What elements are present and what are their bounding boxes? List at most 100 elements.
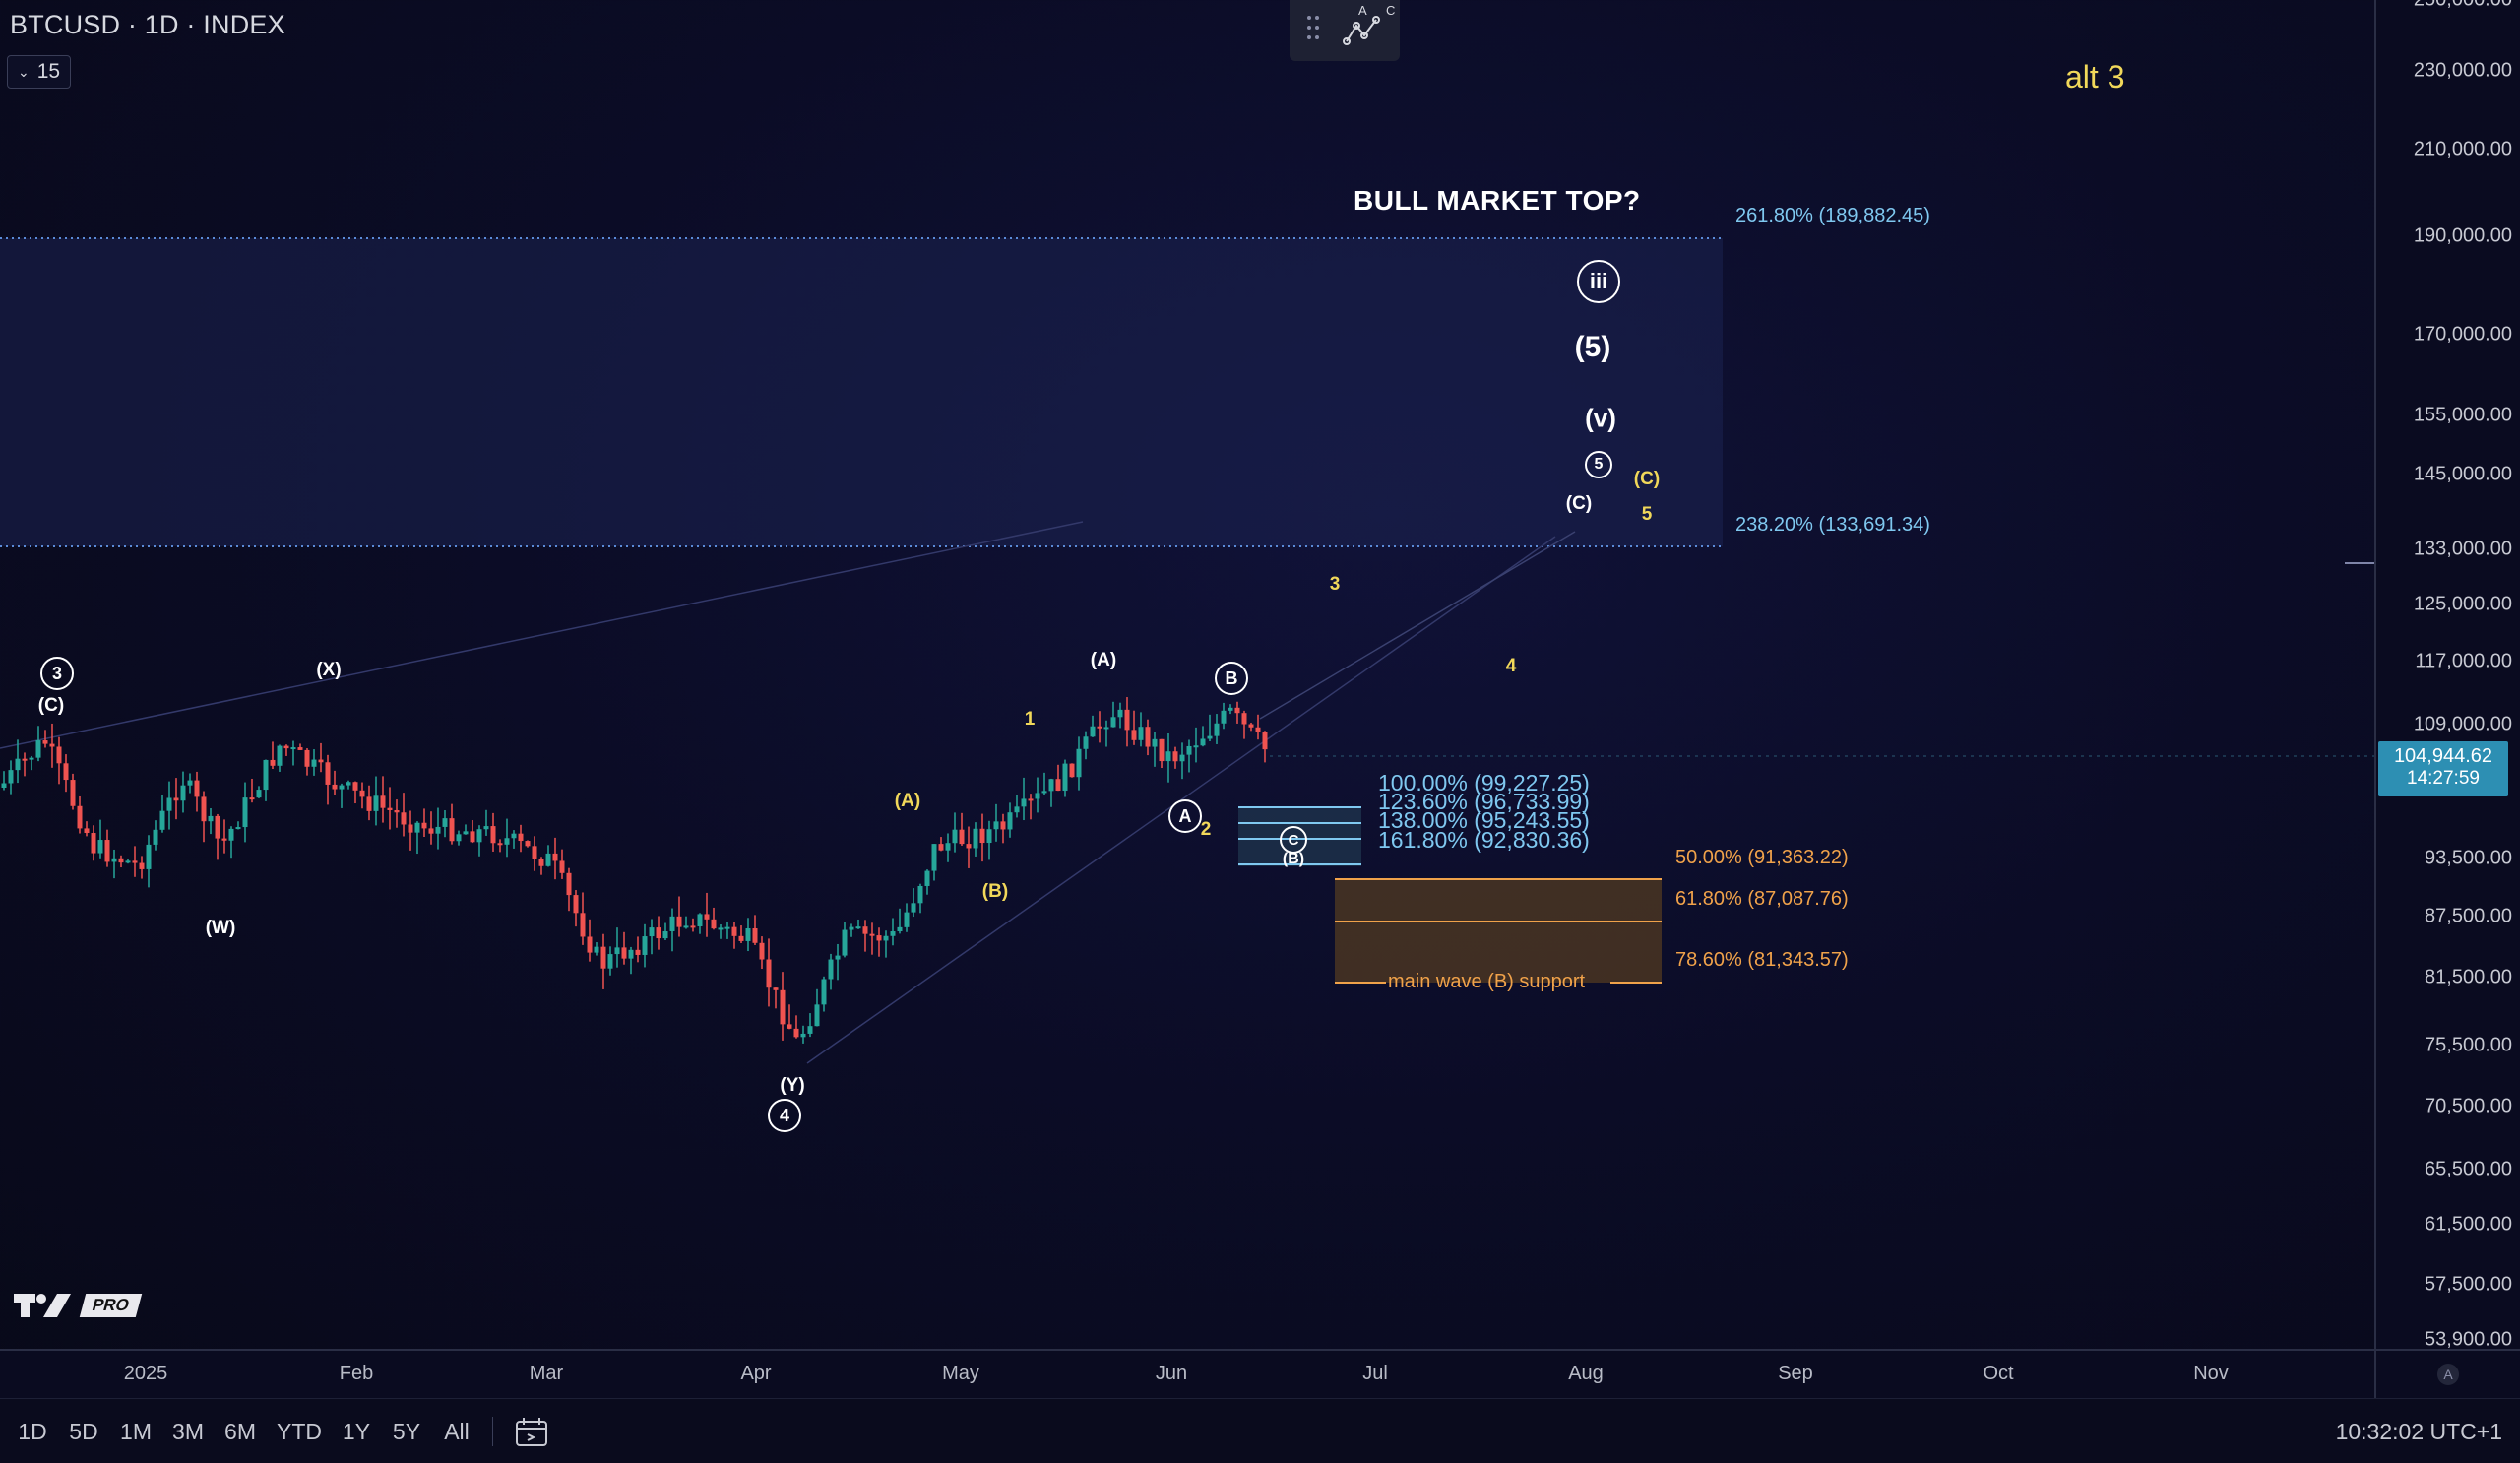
time-axis[interactable]: 2025 Feb Mar Apr May Jun Jul Aug Sep Oct… <box>0 1349 2374 1400</box>
symbol-title[interactable]: BTCUSD · 1D · INDEX <box>10 10 285 39</box>
candle-body <box>1248 724 1254 728</box>
candle-body <box>1214 723 1220 736</box>
candle-body <box>635 949 641 955</box>
candle-body <box>208 815 214 822</box>
utc-clock[interactable]: 10:32:02 UTC+1 <box>2335 1419 2502 1444</box>
candle-body <box>490 826 496 844</box>
candle-body <box>42 740 48 744</box>
timeframe-all[interactable]: All <box>444 1419 470 1444</box>
timeframe-ytd[interactable]: YTD <box>277 1419 322 1444</box>
candle-body <box>1152 738 1158 747</box>
candle-body <box>290 747 296 750</box>
time-label: Jun <box>1155 1363 1188 1384</box>
auto-scale-corner[interactable]: A <box>2374 1349 2520 1400</box>
candle-body <box>401 812 407 825</box>
candle-body <box>1090 726 1096 737</box>
tradingview-logo[interactable]: PRO <box>14 1292 143 1319</box>
candle-body <box>166 797 172 811</box>
wave-v: (v) <box>1585 403 1616 433</box>
price-label: 93,500.00 <box>2425 847 2512 869</box>
candle-body <box>945 843 951 851</box>
candle-body <box>1179 754 1185 762</box>
candle-body <box>228 828 234 841</box>
timeframe-1m[interactable]: 1M <box>120 1419 152 1444</box>
pro-badge: PRO <box>79 1294 143 1317</box>
candle-body <box>1097 726 1102 729</box>
candle-body <box>263 759 269 791</box>
price-chart[interactable] <box>0 0 2374 1349</box>
candle-body <box>683 925 689 928</box>
wave-x: (X) <box>316 660 342 680</box>
candle-body <box>394 810 400 813</box>
timeframe-1d[interactable]: 1D <box>18 1419 47 1444</box>
candle-body <box>456 834 462 842</box>
candle-body <box>559 860 565 873</box>
candle-body <box>718 927 724 930</box>
candle-body <box>139 862 145 869</box>
candle-body <box>97 840 103 854</box>
candle-body <box>442 818 448 827</box>
candle-body <box>470 831 475 843</box>
calendar-range-icon[interactable] <box>514 1417 549 1448</box>
candle-body <box>814 1004 820 1027</box>
candle-body <box>642 936 648 955</box>
candle-body <box>986 829 992 844</box>
price-axis[interactable]: 250,000.00 230,000.00 210,000.00 190,000… <box>2374 0 2520 1351</box>
candle-body <box>600 946 606 969</box>
candle-body <box>1041 791 1047 794</box>
candle-body <box>787 1024 792 1029</box>
candle-body <box>793 1028 799 1038</box>
candle-body <box>807 1026 813 1034</box>
current-price-tag[interactable]: 104,944.62 14:27:59 <box>2378 741 2508 796</box>
candle-body <box>8 770 14 784</box>
price-label: 87,500.00 <box>2425 905 2512 927</box>
candle-body <box>731 926 737 936</box>
wave-y: (Y) <box>780 1075 805 1096</box>
candle-body <box>780 989 786 1025</box>
price-label: 70,500.00 <box>2425 1095 2512 1117</box>
candle-body <box>890 931 896 936</box>
candle-body <box>1200 738 1206 746</box>
time-label: 2025 <box>123 1363 168 1384</box>
candle-body <box>35 740 41 758</box>
candle-body <box>1166 751 1171 762</box>
candle-body <box>1221 710 1227 724</box>
candle-body <box>249 797 255 800</box>
candle-body <box>1138 727 1144 740</box>
timeframe-6m[interactable]: 6M <box>224 1419 256 1444</box>
candle-body <box>966 844 972 849</box>
price-label: 230,000.00 <box>2413 59 2512 82</box>
candle-body <box>545 853 551 866</box>
timeframe-1y[interactable]: 1Y <box>342 1419 371 1444</box>
time-label: Mar <box>529 1363 564 1384</box>
candle-body <box>173 797 179 801</box>
candle-body <box>1035 793 1040 799</box>
candle-body <box>352 782 358 791</box>
candle-body <box>187 780 193 786</box>
candle-body <box>15 758 21 771</box>
candlestick-series[interactable] <box>1 697 1268 1044</box>
candle-body <box>952 829 958 844</box>
price-label: 190,000.00 <box>2413 224 2512 247</box>
price-label: 57,500.00 <box>2425 1273 2512 1296</box>
wave-c-left: (C) <box>37 695 65 716</box>
chart-area[interactable]: BTCUSD · 1D · INDEX ⌄ 15 A C alt 3 BULL … <box>0 0 2374 1349</box>
candle-body <box>1262 732 1268 750</box>
candle-body <box>1000 821 1006 830</box>
auto-scale-icon[interactable]: A <box>2437 1364 2459 1385</box>
interval-selector[interactable]: ⌄ 15 <box>7 55 72 89</box>
timeframe-5y[interactable]: 5Y <box>392 1419 421 1444</box>
candle-body <box>1069 763 1075 778</box>
wave-b-white: (B) <box>1282 851 1305 867</box>
candle-body <box>538 859 544 866</box>
candle-body <box>738 935 744 941</box>
wave-circled-b: B <box>1215 662 1248 695</box>
candle-body <box>656 927 662 939</box>
pattern-tool-widget[interactable]: A C <box>1290 0 1400 61</box>
fib-label-238: 238.20% (133,691.34) <box>1735 514 1930 536</box>
candle-body <box>580 913 586 937</box>
timeframe-3m[interactable]: 3M <box>172 1419 204 1444</box>
candle-body <box>897 926 903 932</box>
timeframe-5d[interactable]: 5D <box>69 1419 98 1444</box>
wave-w: (W) <box>205 918 236 938</box>
